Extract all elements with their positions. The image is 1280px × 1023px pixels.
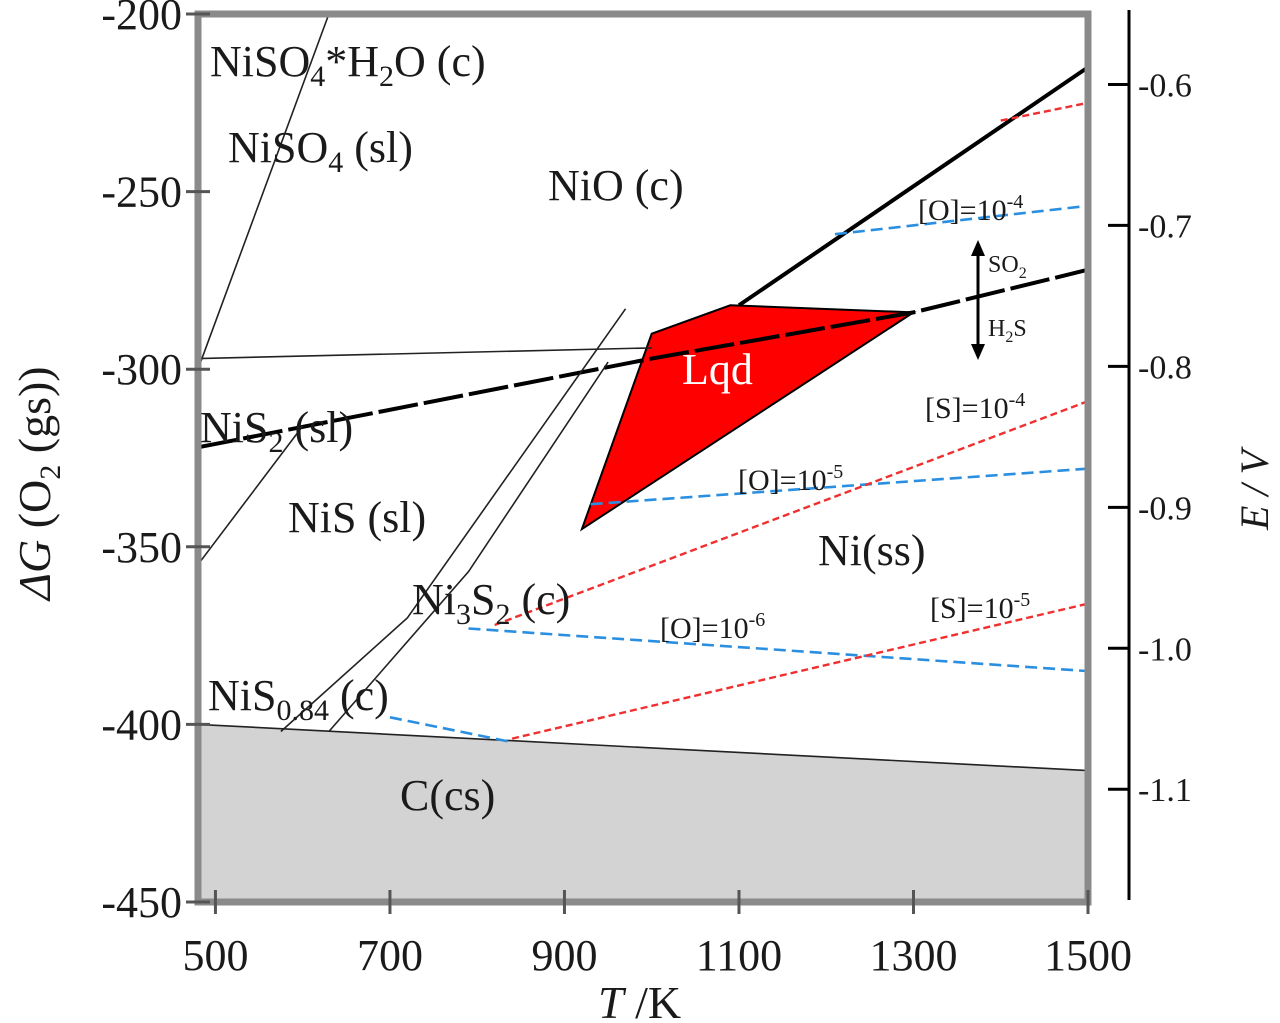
boundary-line-14 xyxy=(494,400,1089,627)
x-tick-label-500: 500 xyxy=(182,931,248,980)
boundary-line-12 xyxy=(389,716,513,744)
x-tick-label-1300: 1300 xyxy=(869,931,957,980)
boundary-line-7 xyxy=(328,361,609,733)
right-tick-label-0.6: -0.6 xyxy=(1138,67,1192,104)
label-niso4: NiSO4 (sl) xyxy=(228,123,413,179)
plot-frame xyxy=(194,10,1092,906)
y-tick-label--200: -200 xyxy=(101,0,182,39)
boundary-line-13 xyxy=(1000,101,1089,122)
annotation-s-1e-5: [S]=10-5 xyxy=(930,589,1030,625)
y-axis-title: ΔG (O2 (gs)) xyxy=(9,366,67,602)
boundary-line-9 xyxy=(834,204,1089,236)
right-tick-label-0.7: -0.7 xyxy=(1138,208,1192,245)
right-tick-label-1.0: -1.0 xyxy=(1138,631,1192,668)
so2-h2s-arrow xyxy=(971,240,985,360)
x-tick-labels: 500 700 900 1100 1300 1500 xyxy=(182,931,1132,980)
boundary-line-2 xyxy=(197,267,1089,450)
y-tick-label--400: -400 xyxy=(101,700,182,749)
boundary-line-3 xyxy=(197,347,652,360)
y-tick-label--300: -300 xyxy=(101,345,182,394)
annotation-so2: SO2 xyxy=(988,252,1027,282)
label-ccs: C(cs) xyxy=(400,771,495,820)
label-nio: NiO (c) xyxy=(548,161,684,210)
annotation-o-1e-5: [O]=10-5 xyxy=(738,461,843,497)
y-tick-label--350: -350 xyxy=(101,523,182,572)
boundary-line-5 xyxy=(197,13,330,370)
boundary-line-10 xyxy=(590,467,1089,506)
label-nis: NiS (sl) xyxy=(288,493,426,542)
x-tick-label-1500: 1500 xyxy=(1044,931,1132,980)
boundary-line-8 xyxy=(280,308,627,733)
x-tick-label-1100: 1100 xyxy=(696,931,782,980)
carbon-region-fill xyxy=(198,724,1088,902)
boundary-lines xyxy=(197,13,1090,772)
annotation-o-1e-4: [O]=10-4 xyxy=(918,191,1023,227)
x-tick-label-700: 700 xyxy=(357,931,423,980)
boundary-line-6 xyxy=(197,425,304,566)
boundary-line-1 xyxy=(737,65,1090,307)
right-tick-label-1.1: -1.1 xyxy=(1138,772,1192,809)
right-tick-label-0.9: -0.9 xyxy=(1138,490,1192,527)
x-tick-label-900: 900 xyxy=(531,931,597,980)
annotation-o-1e-6: [O]=10-6 xyxy=(660,609,765,645)
y-tick-marks xyxy=(186,12,210,904)
label-lqd: Lqd xyxy=(682,345,753,394)
y-tick-label--450: -450 xyxy=(101,878,182,927)
right-axis-title: E / V xyxy=(1232,445,1277,531)
y-tick-label--250: -250 xyxy=(101,168,182,217)
boundary-line-11 xyxy=(468,627,1089,673)
annotation-s-1e-4: [S]=10-4 xyxy=(925,389,1025,425)
x-tick-marks xyxy=(213,890,1090,914)
right-tick-marks xyxy=(1108,82,1129,791)
label-niso4-h2o: NiSO4*H2O (c) xyxy=(210,37,486,93)
boundary-line-4 xyxy=(197,723,1089,772)
label-niss: Ni(ss) xyxy=(818,526,926,575)
label-nis2: NiS2 (sl) xyxy=(200,403,353,459)
label-nis084: NiS0.84 (c) xyxy=(208,671,389,727)
x-axis-title: T /K xyxy=(598,977,681,1023)
label-ni3s2: Ni3S2 (c) xyxy=(412,575,570,631)
right-tick-labels: -0.6 -0.7 -0.8 -0.9 -1.0 -1.1 xyxy=(1138,67,1192,809)
annotation-h2s: H2S xyxy=(988,316,1027,346)
y-tick-labels: -200 -250 -300 -350 -400 -450 xyxy=(101,0,182,927)
right-tick-label-0.8: -0.8 xyxy=(1138,349,1192,386)
